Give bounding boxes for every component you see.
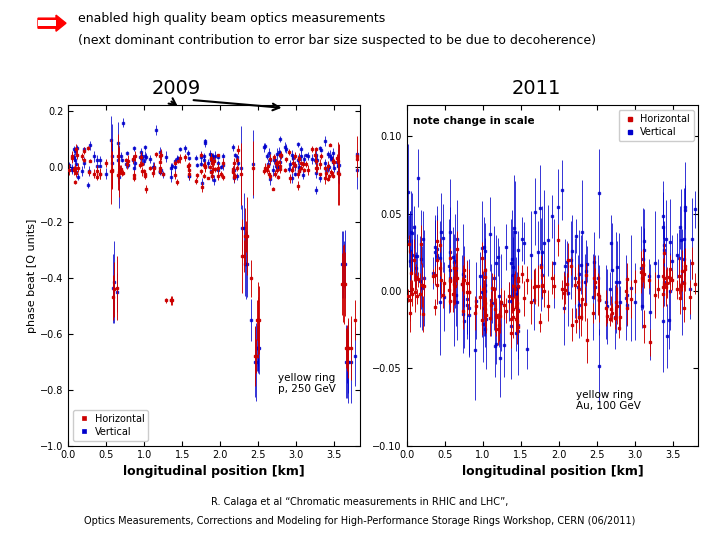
- Text: yellow ring
Au, 100 GeV: yellow ring Au, 100 GeV: [576, 390, 641, 411]
- Text: yellow ring
p, 250 GeV: yellow ring p, 250 GeV: [279, 373, 336, 394]
- X-axis label: longitudinal position [km]: longitudinal position [km]: [123, 464, 305, 477]
- Legend: Horizontal, Vertical: Horizontal, Vertical: [73, 410, 148, 441]
- Bar: [38, 20, 56, 26]
- Text: enabled high quality beam optics measurements: enabled high quality beam optics measure…: [78, 12, 385, 25]
- X-axis label: longitudinal position [km]: longitudinal position [km]: [462, 464, 644, 477]
- Y-axis label: phase beat [Q units]: phase beat [Q units]: [27, 218, 37, 333]
- Text: 2009: 2009: [152, 79, 201, 98]
- Text: Optics Measurements, Corrections and Modeling for High-Performance Storage Rings: Optics Measurements, Corrections and Mod…: [84, 516, 636, 526]
- Text: (next dominant contribution to error bar size suspected to be due to decoherence: (next dominant contribution to error bar…: [78, 34, 596, 47]
- Text: R. Calaga et al “Chromatic measurements in RHIC and LHC”,: R. Calaga et al “Chromatic measurements …: [211, 497, 509, 507]
- Text: note change in scale: note change in scale: [413, 116, 534, 125]
- FancyArrow shape: [38, 15, 66, 31]
- Legend: Horizontal, Vertical: Horizontal, Vertical: [618, 110, 693, 141]
- Text: 2011: 2011: [512, 79, 561, 98]
